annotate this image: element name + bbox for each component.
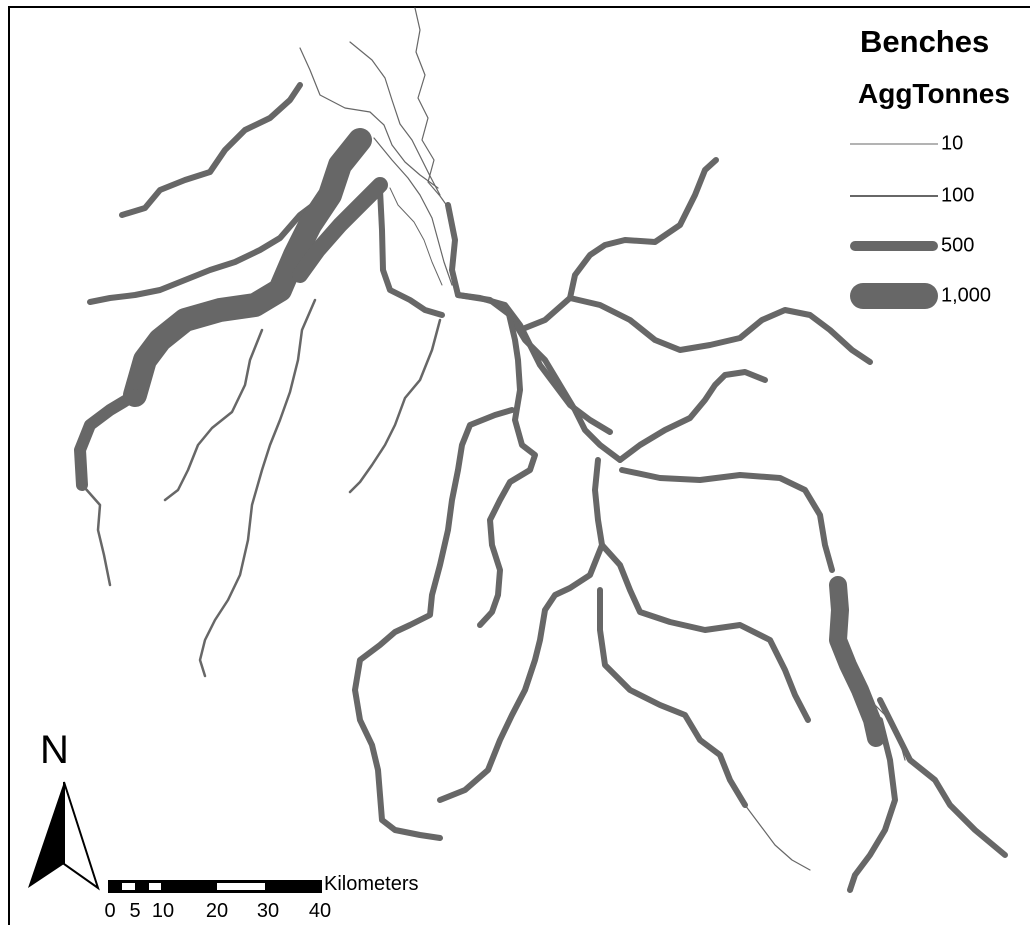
river-reach [119,82,303,218]
river-reach [877,697,1008,858]
legend-item-500: 500 [846,231,1032,261]
river-reach [599,542,811,723]
legend-field-name: AggTonnes [858,78,1010,109]
river-reach [373,137,453,286]
scale-tick-label: 5 [129,900,141,922]
river-reach [163,328,264,502]
river-reach [437,457,605,803]
river-reach [617,369,768,463]
river-reach [619,467,835,573]
river-reach [445,202,613,435]
river-reach [597,587,748,808]
river-reach [352,407,515,841]
scale-tick-label: 40 [308,900,332,922]
map-frame [8,6,1030,925]
river-reach [517,295,873,365]
scale-tick-label: 0 [104,900,116,922]
river-reach [744,804,811,871]
river-reach [414,7,451,211]
river-reach [377,187,445,318]
legend-swatch [850,241,938,251]
scale-tick-label: 10 [151,900,175,922]
north-label: N [40,728,69,772]
river-reach [829,576,885,747]
river-reach [348,318,442,494]
river-reach [455,292,623,463]
legend-label: 10 [941,132,964,155]
river-reach [299,47,439,189]
river-reach [869,699,906,761]
legend-label: 500 [941,234,975,257]
legend-swatch [850,283,938,309]
legend-swatch [850,143,938,145]
river-reach [87,182,343,305]
legend-item-10: 10 [846,129,1032,159]
river-reach [477,307,538,628]
legend-label: 1,000 [941,284,992,307]
scale-tick-label: 30 [256,900,280,922]
river-reach [567,157,719,301]
river-reach [292,177,388,283]
legend-swatch [850,195,938,197]
river-reach [389,187,443,286]
scale-bar-unit: Kilometers [324,873,419,895]
scale-tick-label: 20 [205,900,229,922]
scale-bar [108,880,322,893]
river-reach [83,486,112,587]
legend-label: 100 [941,184,975,207]
legend-item-100: 100 [846,181,1032,211]
river-reach [847,717,898,893]
river-reach [74,389,141,491]
river-reach [198,298,317,678]
legend-title: Benches [860,24,990,59]
river-reach [123,128,372,407]
river-reach [349,41,441,196]
north-arrow-icon [28,781,100,891]
legend-item-1000: 1,000 [846,281,1032,311]
